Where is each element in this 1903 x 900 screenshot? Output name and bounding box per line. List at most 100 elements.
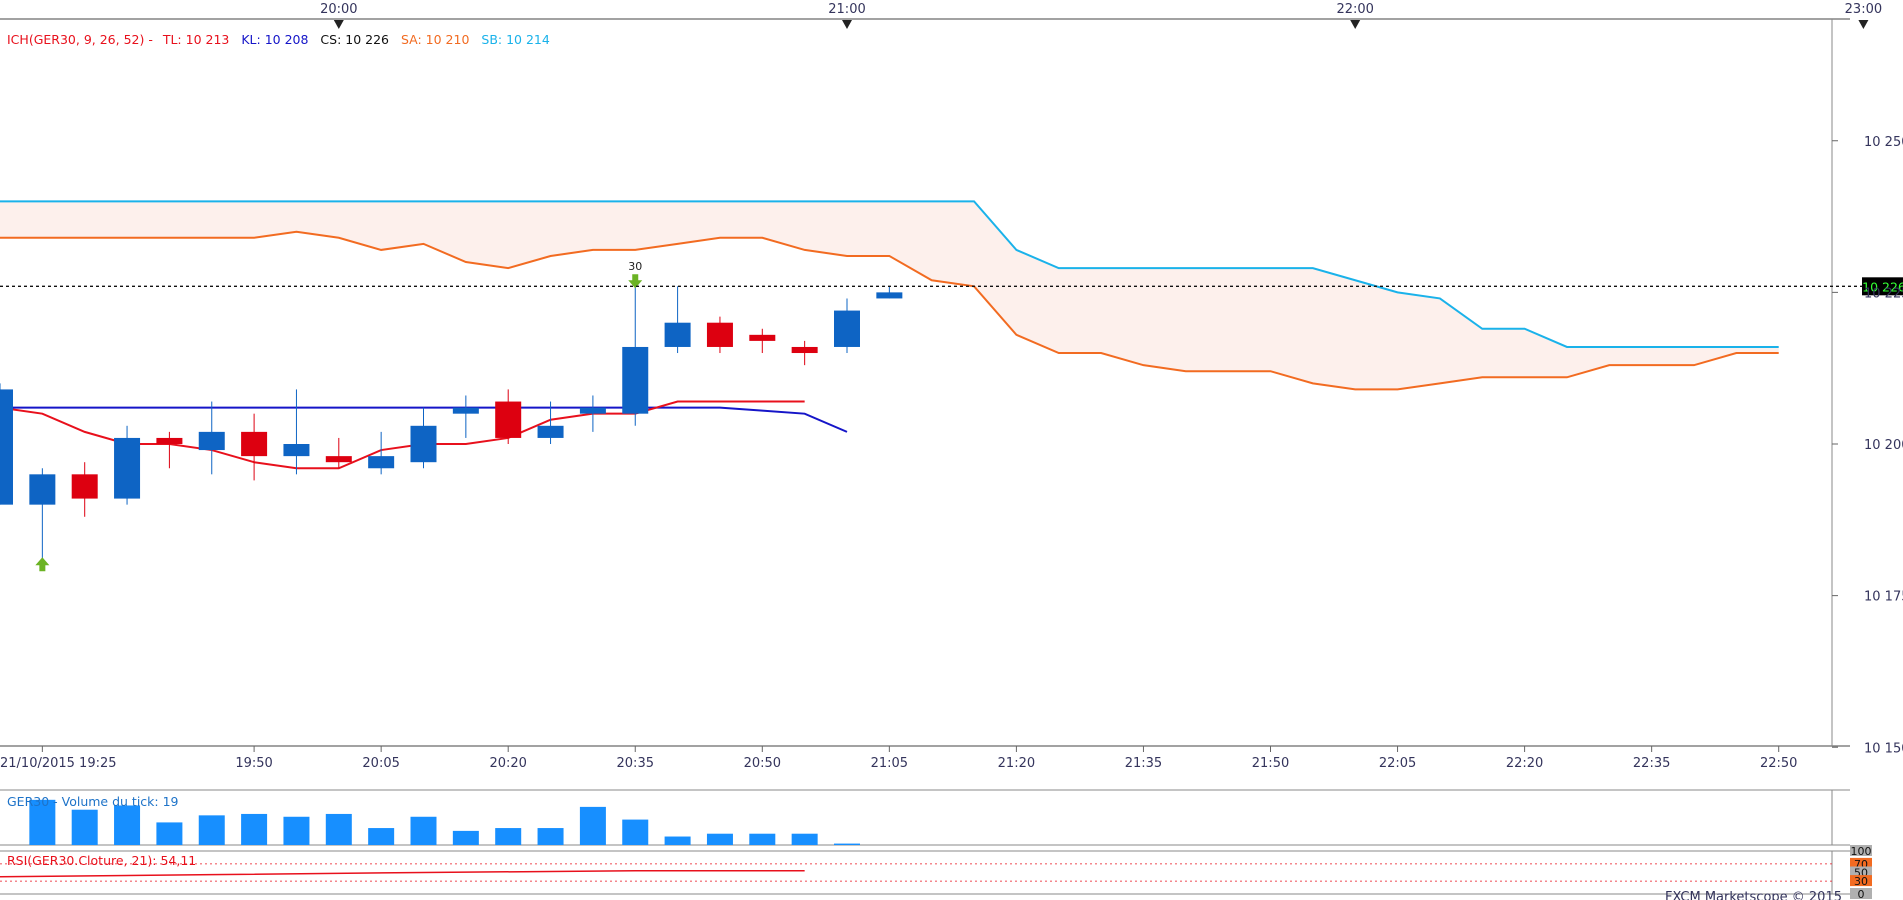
y-tick-label: 10 225 bbox=[1864, 286, 1903, 301]
rsi-level-label: 30 bbox=[1854, 875, 1868, 888]
candle bbox=[325, 437, 352, 469]
rsi-level-badge bbox=[1850, 857, 1872, 869]
y-tick-label: 10 175 bbox=[1864, 590, 1903, 605]
top-time-label: 20:00 bbox=[320, 2, 357, 17]
legend-tl: TL: 10 213 bbox=[162, 32, 230, 47]
candle bbox=[71, 462, 98, 517]
legend-sb: SB: 10 214 bbox=[481, 32, 549, 47]
candle-body bbox=[706, 322, 733, 347]
candles bbox=[0, 286, 903, 560]
volume-bar bbox=[791, 833, 818, 845]
candle-body bbox=[791, 346, 818, 354]
legend-kl: KL: 10 208 bbox=[241, 32, 308, 47]
sell-arrow-icon: 30 bbox=[628, 260, 643, 289]
candle-body bbox=[537, 425, 564, 438]
candle bbox=[876, 286, 903, 299]
volume-bar bbox=[283, 816, 310, 845]
candle bbox=[0, 383, 13, 505]
y-tick-label: 10 200 bbox=[1864, 438, 1903, 453]
ichimoku-legend: ICH(GER30, 9, 26, 52) - TL: 10 213 KL: 1… bbox=[7, 32, 550, 47]
legend-cs: CS: 10 226 bbox=[320, 32, 389, 47]
candle bbox=[241, 413, 268, 481]
candle bbox=[29, 468, 56, 560]
volume-bar bbox=[622, 819, 649, 845]
volume-bar bbox=[156, 822, 183, 845]
volume-bar bbox=[706, 833, 733, 845]
x-tick-label: 21/10/2015 19:25 bbox=[0, 756, 117, 771]
time-marker-icon bbox=[1350, 20, 1361, 29]
candle bbox=[452, 395, 479, 438]
x-tick-label: 21:50 bbox=[1252, 756, 1289, 771]
candle bbox=[114, 425, 141, 505]
candle bbox=[791, 340, 818, 366]
candle bbox=[537, 401, 564, 444]
panel-frames bbox=[0, 18, 1850, 895]
candle-body bbox=[834, 310, 860, 347]
x-tick-label: 21:05 bbox=[871, 756, 908, 771]
candle-body bbox=[495, 401, 522, 438]
volume-bar bbox=[495, 828, 522, 845]
candle-body bbox=[0, 389, 13, 505]
candle-body bbox=[283, 444, 310, 457]
volume-bar bbox=[749, 833, 776, 845]
volume-bar bbox=[241, 813, 268, 845]
volume-bar bbox=[198, 815, 225, 845]
rsi-level-badge bbox=[1850, 875, 1872, 887]
volume-bar bbox=[29, 799, 56, 845]
candle bbox=[368, 431, 395, 475]
x-tick-label: 22:35 bbox=[1633, 756, 1670, 771]
rsi-level-label: 0 bbox=[1858, 888, 1865, 900]
x-tick-label: 21:35 bbox=[1125, 756, 1162, 771]
time-marker-icon bbox=[1858, 20, 1869, 29]
top-time-axis: 20:00 21:00 22:00 23:00 bbox=[320, 2, 1882, 29]
rsi-level-badge bbox=[1850, 866, 1872, 878]
candle bbox=[664, 286, 691, 354]
rsi-level-label: 100 bbox=[1851, 845, 1872, 858]
candle-body bbox=[71, 474, 98, 499]
volume-bar bbox=[325, 813, 352, 845]
y-tick-label: 10 250 bbox=[1864, 135, 1903, 150]
candle-body bbox=[579, 407, 606, 414]
candle bbox=[156, 431, 183, 469]
volume-bar bbox=[664, 836, 691, 845]
rsi-line bbox=[0, 870, 805, 878]
x-tick-label: 20:35 bbox=[617, 756, 654, 771]
rsi-level-badge bbox=[1850, 888, 1872, 899]
cloud-area bbox=[0, 201, 1779, 390]
x-tick-label: 22:50 bbox=[1760, 756, 1797, 771]
price-lines: 10 226 bbox=[0, 277, 1903, 296]
x-tick-label: 20:20 bbox=[489, 756, 526, 771]
volume-bar bbox=[71, 809, 98, 845]
volume-bars bbox=[29, 799, 860, 845]
candle bbox=[579, 395, 606, 432]
ichimoku-legend-title: ICH(GER30, 9, 26, 52) - bbox=[7, 32, 153, 47]
candle bbox=[410, 407, 437, 469]
top-time-label: 23:00 bbox=[1845, 2, 1882, 17]
signal-markers: 30 bbox=[35, 260, 643, 572]
current-price-label: 10 226 bbox=[1862, 279, 1903, 294]
candle-body bbox=[452, 407, 479, 414]
volume-bar bbox=[114, 805, 141, 845]
candle-body bbox=[325, 456, 352, 463]
volume-bar bbox=[834, 843, 860, 845]
candle-body bbox=[410, 425, 437, 463]
candle bbox=[706, 316, 733, 354]
candle bbox=[622, 286, 649, 426]
x-tick-label: 22:20 bbox=[1506, 756, 1543, 771]
x-tick-label: 19:50 bbox=[235, 756, 272, 771]
candle-body bbox=[368, 456, 395, 469]
x-tick-label: 21:20 bbox=[998, 756, 1035, 771]
volume-bar bbox=[579, 806, 606, 845]
kijun-line bbox=[0, 406, 848, 433]
candle-body bbox=[749, 334, 776, 341]
senkou-b-line bbox=[0, 200, 1779, 348]
copyright: FXCM Marketscope © 2015 bbox=[1665, 890, 1842, 900]
top-time-label: 21:00 bbox=[828, 2, 865, 17]
volume-bar bbox=[452, 830, 479, 845]
volume-legend: GER30 - Volume du tick: 19 bbox=[7, 794, 179, 809]
candle-body bbox=[29, 474, 56, 505]
rsi-legend: RSI(GER30.Cloture, 21): 54,11 bbox=[7, 853, 196, 868]
buy-arrow-icon bbox=[35, 557, 50, 572]
